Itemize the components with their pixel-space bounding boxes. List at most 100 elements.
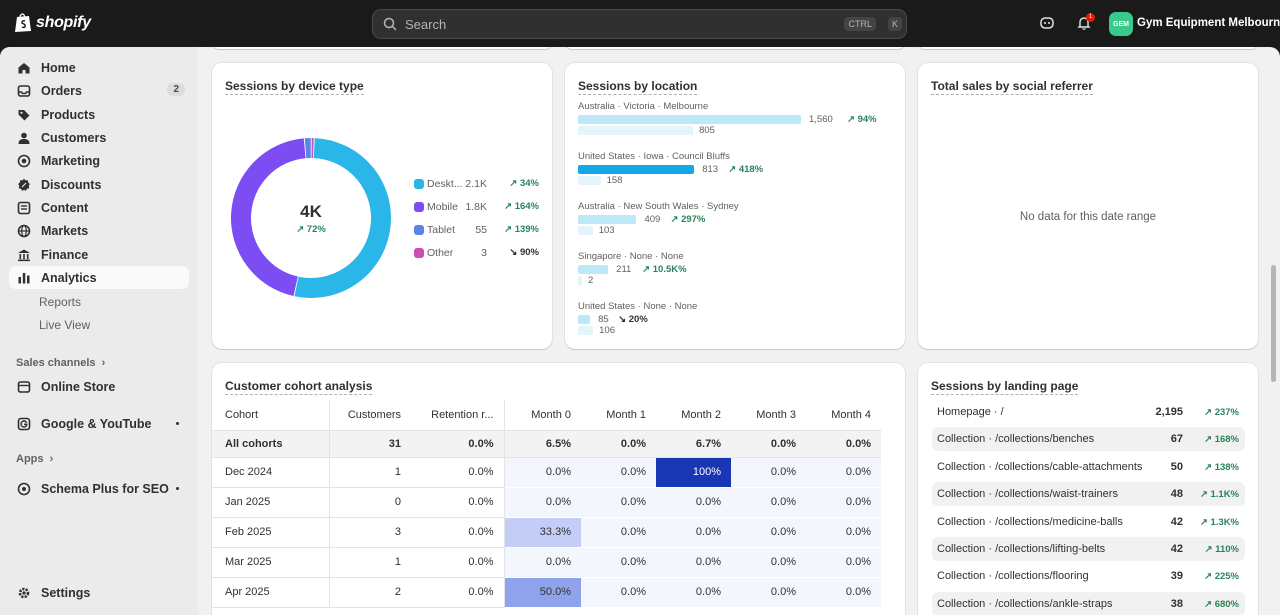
sidebar-item-analytics[interactable]: Analytics <box>9 266 189 289</box>
column-header[interactable]: Cohort <box>212 400 330 431</box>
sidebar-item-label: Analytics <box>41 270 97 285</box>
table-cell: 0.0% <box>656 577 731 608</box>
sidebar-item-customers[interactable]: Customers <box>9 126 189 149</box>
page-scrollbar[interactable] <box>1271 265 1276 382</box>
sales-channels-label: Sales channels <box>16 357 96 369</box>
table-cell: 0.0% <box>581 547 656 578</box>
gear-icon <box>18 587 30 598</box>
landing-page-change-value: 680% <box>1214 598 1239 610</box>
apps-heading[interactable]: Apps › <box>16 453 53 465</box>
location-name: Singapore · None · None <box>578 251 684 262</box>
column-header[interactable]: Month 1 <box>581 400 656 431</box>
sales-channels-heading[interactable]: Sales channels › <box>16 357 105 369</box>
store-icon <box>17 380 31 393</box>
landing-page-sessions: 42 <box>1170 515 1183 528</box>
landing-page-change: ↗ 680% <box>1204 598 1239 610</box>
search-icon <box>383 17 397 31</box>
sidebar-item-google-youtube[interactable]: Google & YouTube <box>9 412 189 435</box>
landing-page-row[interactable]: Collection · /collections/cable-attachme… <box>932 455 1245 479</box>
landing-page-row[interactable]: Collection · /collections/ankle-straps 38… <box>932 591 1245 615</box>
card-title[interactable]: Sessions by location <box>578 79 698 95</box>
table-cell: 100% <box>656 457 731 488</box>
card-top-remnant <box>918 47 1258 49</box>
current-period-bar <box>578 165 695 174</box>
app-icon <box>17 482 31 495</box>
legend-item-other[interactable]: Other 3 ↘ 90% <box>414 246 539 260</box>
sidebar-item-settings[interactable]: Settings <box>9 581 189 604</box>
legend-item-tablet[interactable]: Tablet 55 ↗ 139% <box>414 223 539 237</box>
previous-period-bar <box>578 176 601 185</box>
column-header[interactable]: Month 2 <box>656 400 731 431</box>
search-bar[interactable]: Search CTRL K <box>372 9 907 39</box>
table-cell: 0.0% <box>656 517 731 548</box>
column-header[interactable]: Month 0 <box>504 400 581 431</box>
sidebar-item-schema-plus[interactable]: Schema Plus for SEO <box>9 477 189 500</box>
notification-badge: 1 <box>1086 13 1095 22</box>
table-cell: 31 <box>329 430 411 458</box>
current-period-bar <box>578 315 591 324</box>
card-title[interactable]: Sessions by device type <box>225 79 364 95</box>
legend-change: ↘ 90% <box>509 247 539 258</box>
store-avatar[interactable]: GEM <box>1109 12 1133 36</box>
sidebar-item-products[interactable]: Products <box>9 103 189 126</box>
google-icon <box>17 417 31 430</box>
landing-page-row[interactable]: Collection · /collections/benches 67 ↗ 168… <box>932 427 1245 452</box>
legend-label: Tablet <box>427 224 456 236</box>
legend-value: 55 <box>475 224 487 236</box>
landing-page-name: Collection · /collections/ankle-straps <box>937 597 1113 610</box>
sidebar-item-markets[interactable]: Markets <box>9 219 189 242</box>
store-name[interactable]: Gym Equipment Melbourne <box>1137 17 1280 29</box>
orders-count-badge: 2 <box>167 83 185 96</box>
previous-period-bar <box>578 326 594 335</box>
shopify-logo[interactable]: shopify <box>14 12 91 33</box>
sidebar-item-marketing[interactable]: Marketing <box>9 149 189 172</box>
donut-slice-mobile[interactable] <box>231 138 306 297</box>
sidebar-item-orders[interactable]: Orders 2 <box>9 79 189 102</box>
card-title[interactable]: Customer cohort analysis <box>225 379 373 395</box>
sidebar-item-home[interactable]: Home <box>9 56 189 79</box>
table-cell: 3 <box>329 517 411 548</box>
legend-label: Other <box>427 247 454 259</box>
legend-swatch <box>414 248 424 258</box>
donut-slice-desktop[interactable] <box>294 138 391 298</box>
more-dot-icon <box>176 422 179 425</box>
table-row: Apr 2025 2 0.0% 50.0% 0.0% 0.0% 0.0% 0.0% <box>212 577 881 608</box>
card-title[interactable]: Sessions by landing page <box>931 379 1079 395</box>
sidebar-item-discounts[interactable]: Discounts <box>9 173 189 196</box>
landing-page-row[interactable]: Collection · /collections/lifting-belts 4… <box>932 537 1245 561</box>
legend-item-desktop[interactable]: Deskt... 2.1K ↗ 34% <box>414 177 539 191</box>
sidekick-icon[interactable] <box>1039 15 1055 31</box>
sidebar-subitem-reports[interactable]: Reports <box>39 295 82 309</box>
chart-icon <box>18 272 30 283</box>
column-header[interactable]: Month 3 <box>731 400 806 431</box>
table-cell: 0.0% <box>411 577 505 608</box>
admin-frame: Home Orders 2 Products Customers Marketi… <box>0 47 1280 615</box>
legend-item-mobile[interactable]: Mobile 1.8K ↗ 164% <box>414 200 539 214</box>
legend-value: 3 <box>481 247 487 259</box>
sidebar-item-label: Google & YouTube <box>41 416 152 431</box>
table-cell: 0.0% <box>806 457 881 488</box>
column-header[interactable]: Retention r... <box>411 400 505 431</box>
column-header[interactable]: Customers <box>329 400 411 431</box>
bell-icon[interactable] <box>1076 15 1092 31</box>
previous-value: 805 <box>699 125 715 136</box>
column-header[interactable]: Month 4 <box>806 400 881 431</box>
sidebar-item-content[interactable]: Content <box>9 196 189 219</box>
shortcut-k: K <box>887 17 902 31</box>
change-percent-value: 418% <box>738 164 764 175</box>
landing-page-row[interactable]: Collection · /collections/medicine-balls… <box>932 510 1245 534</box>
table-cell: 0.0% <box>731 487 806 518</box>
legend-swatch <box>414 225 424 235</box>
location-name: Australia · New South Wales · Sydney <box>578 201 739 212</box>
sidebar-item-online-store[interactable]: Online Store <box>9 375 189 398</box>
landing-page-sessions: 2,195 <box>1155 406 1183 418</box>
table-row: Dec 2024 1 0.0% 0.0% 0.0% 100% 0.0% 0.0% <box>212 457 881 488</box>
table-cell: 0.0% <box>731 457 806 488</box>
landing-page-row[interactable]: Homepage · / 2,195 ↗ 237% <box>932 400 1245 424</box>
sidebar-subitem-live-view[interactable]: Live View <box>39 318 91 332</box>
sidebar-item-finance[interactable]: Finance <box>9 243 189 266</box>
landing-page-row[interactable]: Collection · /collections/flooring 39 ↗ 22… <box>932 564 1245 588</box>
landing-page-row[interactable]: Collection · /collections/waist-trainers… <box>932 482 1245 507</box>
card-title[interactable]: Total sales by social referrer <box>931 79 1093 95</box>
table-cell: 1 <box>329 547 411 578</box>
